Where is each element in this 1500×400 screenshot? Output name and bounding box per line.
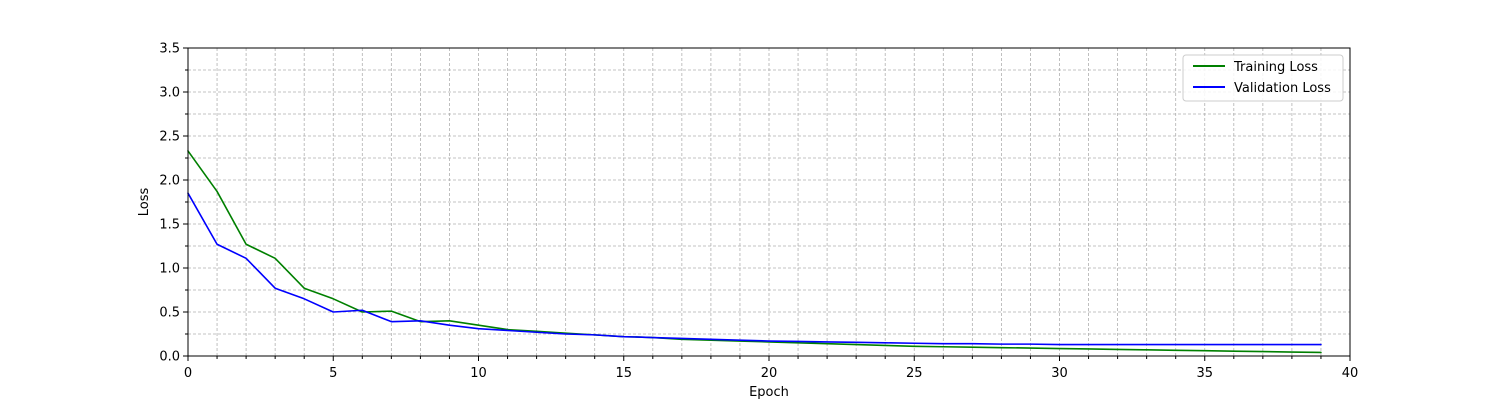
legend-label-validation: Validation Loss	[1234, 81, 1331, 96]
y-tick-label: 1.0	[159, 262, 180, 277]
x-axis-title: Epoch	[749, 385, 789, 400]
y-axis-title: Loss	[137, 188, 152, 217]
series-line-training-loss	[187, 150, 1322, 354]
legend-label-training: Training Loss	[1233, 60, 1318, 75]
x-tick-label: 5	[329, 366, 337, 381]
y-tick-label: 2.0	[159, 174, 180, 189]
x-tick-label: 10	[470, 366, 487, 381]
y-tick-label: 0.5	[159, 306, 180, 321]
x-tick-label: 30	[1051, 366, 1068, 381]
x-tick-label: 20	[761, 366, 778, 381]
legend: Training Loss Validation Loss	[1182, 54, 1344, 102]
y-tick-label: 3.0	[159, 86, 180, 101]
x-tick-label: 40	[1342, 366, 1359, 381]
x-tick-label: 0	[184, 366, 192, 381]
series-lines	[187, 150, 1322, 354]
y-tick-label: 2.5	[159, 130, 180, 145]
axis-ticks: 0 5 10 15 20 25 30 35 40 0.0 0.5 1.0 1.5 2.0 2.5 3.0 3.5	[159, 42, 1358, 382]
x-tick-label: 15	[615, 366, 632, 381]
x-tick-label: 35	[1196, 366, 1213, 381]
y-tick-label: 1.5	[159, 218, 180, 233]
y-tick-label: 3.5	[159, 42, 180, 57]
series-line-validation-loss	[187, 192, 1322, 346]
y-tick-label: 0.0	[159, 350, 180, 365]
x-tick-label: 25	[906, 366, 923, 381]
